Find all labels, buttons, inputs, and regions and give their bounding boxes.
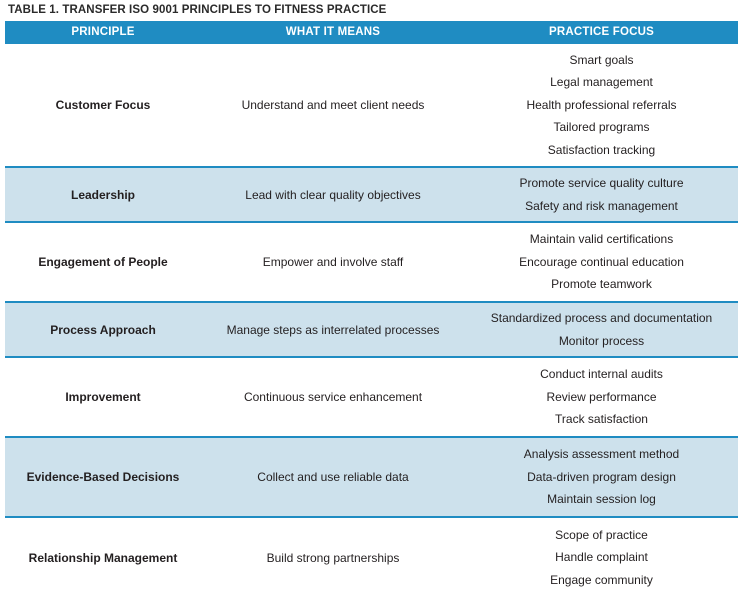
practice-focus-item: Satisfaction tracking bbox=[547, 142, 656, 157]
table-header: PRINCIPLE WHAT IT MEANS PRACTICE FOCUS bbox=[5, 21, 738, 43]
meaning-cell: Collect and use reliable data bbox=[201, 436, 465, 517]
table-row: Customer Focus Understand and meet client… bbox=[5, 42, 738, 167]
practice-focus-item: Safety and risk management bbox=[525, 198, 678, 213]
practice-focus-item: Engage community bbox=[550, 572, 653, 587]
principle-cell: Relationship Management bbox=[5, 516, 201, 597]
practice-focus-cell: Promote service quality culture Safety an… bbox=[465, 166, 738, 222]
practice-focus-cell: Scope of practice Handle complaint Engage … bbox=[465, 516, 738, 597]
table-row: Leadership Lead with clear quality object… bbox=[5, 166, 738, 222]
practice-focus-item: Health professional referrals bbox=[526, 97, 677, 112]
principles-table: PRINCIPLE WHAT IT MEANS PRACTICE FOCUS C… bbox=[5, 21, 738, 597]
practice-focus-cell: Analysis assessment method Data-driven pr… bbox=[465, 436, 738, 517]
practice-focus-item: Review performance bbox=[546, 389, 657, 404]
table-row: Relationship Management Build strong part… bbox=[5, 516, 738, 597]
practice-focus-item: Tailored programs bbox=[553, 120, 650, 135]
practice-focus-item: Scope of practice bbox=[555, 527, 648, 542]
table-row: Improvement Continuous service enhancemen… bbox=[5, 356, 738, 437]
practice-focus-item: Conduct internal audits bbox=[540, 367, 663, 382]
practice-focus-item: Legal management bbox=[550, 75, 653, 90]
principle-cell: Engagement of People bbox=[5, 221, 201, 302]
practice-focus-item: Maintain session log bbox=[547, 492, 656, 507]
table-title: TABLE 1. TRANSFER ISO 9001 PRINCIPLES TO… bbox=[8, 4, 387, 16]
header-row: PRINCIPLE WHAT IT MEANS PRACTICE FOCUS bbox=[5, 21, 738, 43]
meaning-cell: Continuous service enhancement bbox=[201, 356, 465, 437]
table-body: Customer Focus Understand and meet client… bbox=[5, 42, 738, 597]
header-practice-focus: PRACTICE FOCUS bbox=[465, 21, 738, 43]
table-row: Evidence-Based Decisions Collect and use … bbox=[5, 436, 738, 517]
principle-cell: Process Approach bbox=[5, 301, 201, 357]
principle-cell: Customer Focus bbox=[5, 42, 201, 167]
practice-focus-item: Data-driven program design bbox=[527, 469, 676, 484]
practice-focus-item: Monitor process bbox=[558, 333, 645, 348]
practice-focus-item: Encourage continual education bbox=[519, 254, 684, 269]
practice-focus-list: Conduct internal audits Review performanc… bbox=[465, 363, 738, 431]
header-principle: PRINCIPLE bbox=[5, 21, 201, 43]
principle-cell: Leadership bbox=[5, 166, 201, 222]
meaning-cell: Empower and involve staff bbox=[201, 221, 465, 302]
practice-focus-cell: Conduct internal audits Review performanc… bbox=[465, 356, 738, 437]
practice-focus-list: Analysis assessment method Data-driven pr… bbox=[465, 443, 738, 511]
practice-focus-cell: Standardized process and documentation Mo… bbox=[465, 301, 738, 357]
practice-focus-list: Standardized process and documentation Mo… bbox=[465, 307, 738, 352]
principle-cell: Evidence-Based Decisions bbox=[5, 436, 201, 517]
meaning-cell: Manage steps as interrelated processes bbox=[201, 301, 465, 357]
practice-focus-item: Promote service quality culture bbox=[519, 176, 684, 190]
practice-focus-cell: Maintain valid certifications Encourage c… bbox=[465, 221, 738, 302]
practice-focus-list: Smart goals Legal management Health profes… bbox=[465, 49, 738, 162]
header-what-it-means: WHAT IT MEANS bbox=[201, 21, 465, 43]
table-row: Process Approach Manage steps as interrel… bbox=[5, 301, 738, 357]
table-row: Engagement of People Empower and involve … bbox=[5, 221, 738, 302]
principle-cell: Improvement bbox=[5, 356, 201, 437]
meaning-cell: Understand and meet client needs bbox=[201, 42, 465, 167]
practice-focus-item: Smart goals bbox=[569, 52, 634, 67]
practice-focus-item: Handle complaint bbox=[555, 550, 648, 565]
meaning-cell: Build strong partnerships bbox=[201, 516, 465, 597]
practice-focus-cell: Smart goals Legal management Health profes… bbox=[465, 42, 738, 167]
practice-focus-list: Promote service quality culture Safety an… bbox=[465, 172, 738, 217]
practice-focus-list: Maintain valid certifications Encourage c… bbox=[465, 228, 738, 296]
practice-focus-item: Maintain valid certifications bbox=[529, 232, 674, 247]
practice-focus-item: Promote teamwork bbox=[551, 277, 652, 292]
practice-focus-list: Scope of practice Handle complaint Engage … bbox=[465, 524, 738, 592]
practice-focus-item: Track satisfaction bbox=[555, 412, 648, 427]
practice-focus-item: Analysis assessment method bbox=[523, 447, 680, 462]
meaning-cell: Lead with clear quality objectives bbox=[201, 166, 465, 222]
practice-focus-item: Standardized process and documentation bbox=[490, 311, 713, 325]
